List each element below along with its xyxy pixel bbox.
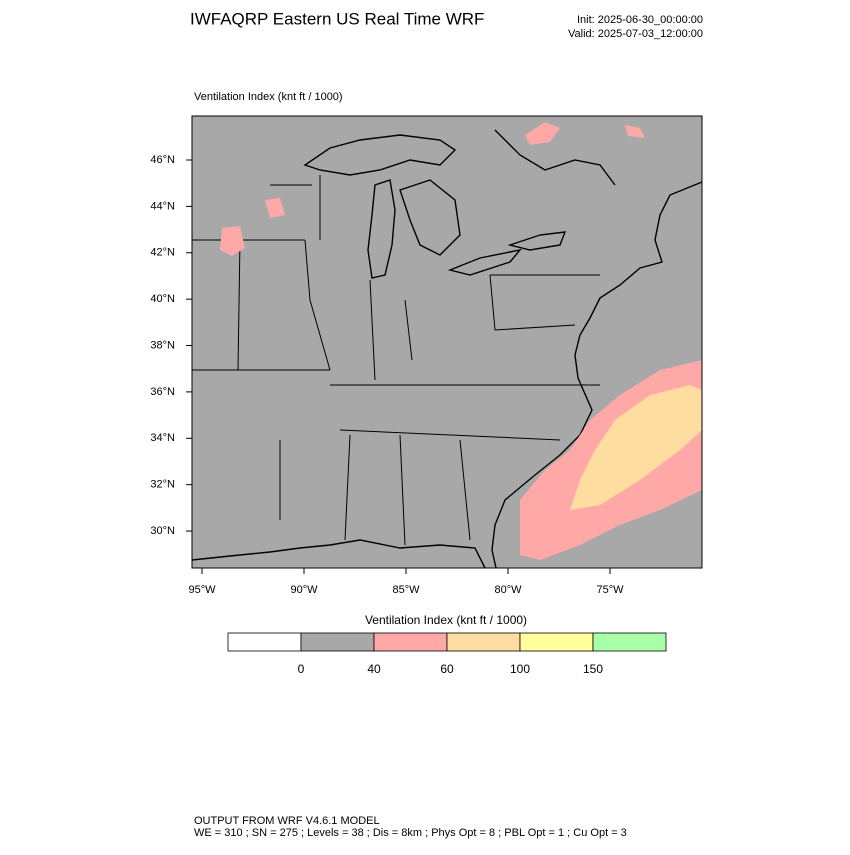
map-frame — [191, 115, 703, 569]
lat-label: 42°N — [150, 247, 175, 259]
colorbar-title: Ventilation Index (knt ft / 1000) — [365, 613, 527, 627]
pink-areas — [220, 122, 702, 560]
footer-line1: OUTPUT FROM WRF V4.6.1 MODEL — [194, 815, 380, 827]
valid: Valid: 2025-07-03_12:00:00 — [568, 28, 703, 40]
colorbar-box — [446, 632, 521, 652]
state-lines — [192, 175, 600, 546]
lon-label: 90°W — [290, 584, 318, 596]
colorbar-box — [519, 632, 594, 652]
lon-label: 80°W — [494, 584, 522, 596]
lat-label: 46°N — [150, 154, 175, 166]
colorbar-label: 100 — [510, 662, 530, 676]
map-title: Ventilation Index (knt ft / 1000) — [194, 91, 343, 103]
colorbar-box — [373, 632, 448, 652]
lat-label: 36°N — [150, 386, 175, 398]
lon-label: 75°W — [596, 584, 624, 596]
title: IWFAQRP Eastern US Real Time WRF — [190, 9, 484, 28]
colorbar-box — [592, 632, 667, 652]
lat-label: 30°N — [150, 525, 175, 537]
colorbar-label: 60 — [440, 662, 454, 676]
map — [191, 115, 703, 569]
lat-label: 34°N — [150, 432, 175, 444]
colorbar-label: 150 — [583, 662, 603, 676]
coastlines — [191, 129, 703, 569]
init: Init: 2025-06-30_00:00:00 — [577, 14, 703, 26]
colorbar-box — [227, 632, 302, 652]
lat-label: 32°N — [150, 479, 175, 491]
colorbar-box — [300, 632, 375, 652]
lat-label: 40°N — [150, 293, 175, 305]
colorbar-label: 40 — [367, 662, 381, 676]
lat-label: 38°N — [150, 339, 175, 351]
lon-label: 95°W — [188, 584, 216, 596]
footer-line2: WE = 310 ; SN = 275 ; Levels = 38 ; Dis … — [194, 827, 627, 839]
lat-label: 44°N — [150, 200, 175, 212]
lon-label: 85°W — [392, 584, 420, 596]
colorbar-label: 0 — [298, 662, 305, 676]
